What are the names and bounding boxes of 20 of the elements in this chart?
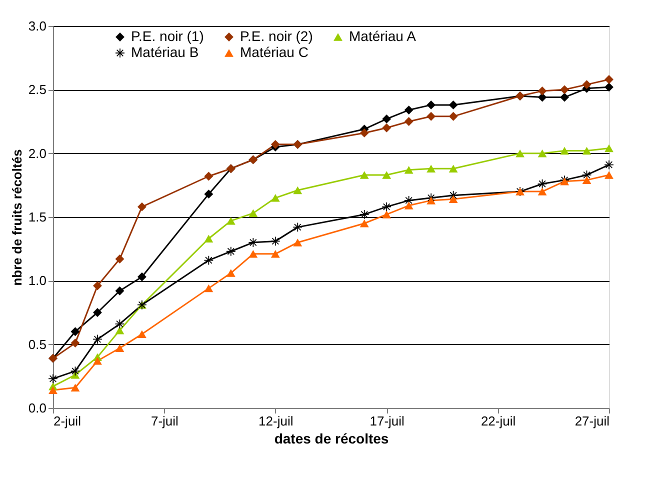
legend-label: Matériau A [349,28,417,44]
y-tick-label: 2.5 [28,82,46,98]
x-tick-label: 7-juil [150,414,179,428]
x-tick-label: 12-juil [258,414,294,428]
y-tick-label: 0.0 [28,400,46,416]
x-tick-label: 17-juil [370,414,405,428]
y-tick-label: 2.0 [28,146,46,161]
y-tick-label: 1.5 [28,210,46,224]
y-tick-label: 1.0 [28,273,46,288]
x-tick-label: 2-juil [54,414,82,428]
y-axis-title: nbre de fruits récoltés [9,149,24,286]
x-tick-label: 22-juil [480,414,516,428]
x-tick-label: 27-juil [574,414,610,428]
legend-label: P.E. noir (1) [131,28,204,44]
x-axis-title: dates de récoltes [274,430,389,446]
legend-label: Matériau B [131,44,199,60]
legend-label: Matériau C [240,44,308,60]
y-tick-label: 0.5 [28,336,46,352]
legend-label: P.E. noir (2) [240,28,313,44]
y-tick-label: 3.0 [28,18,46,34]
